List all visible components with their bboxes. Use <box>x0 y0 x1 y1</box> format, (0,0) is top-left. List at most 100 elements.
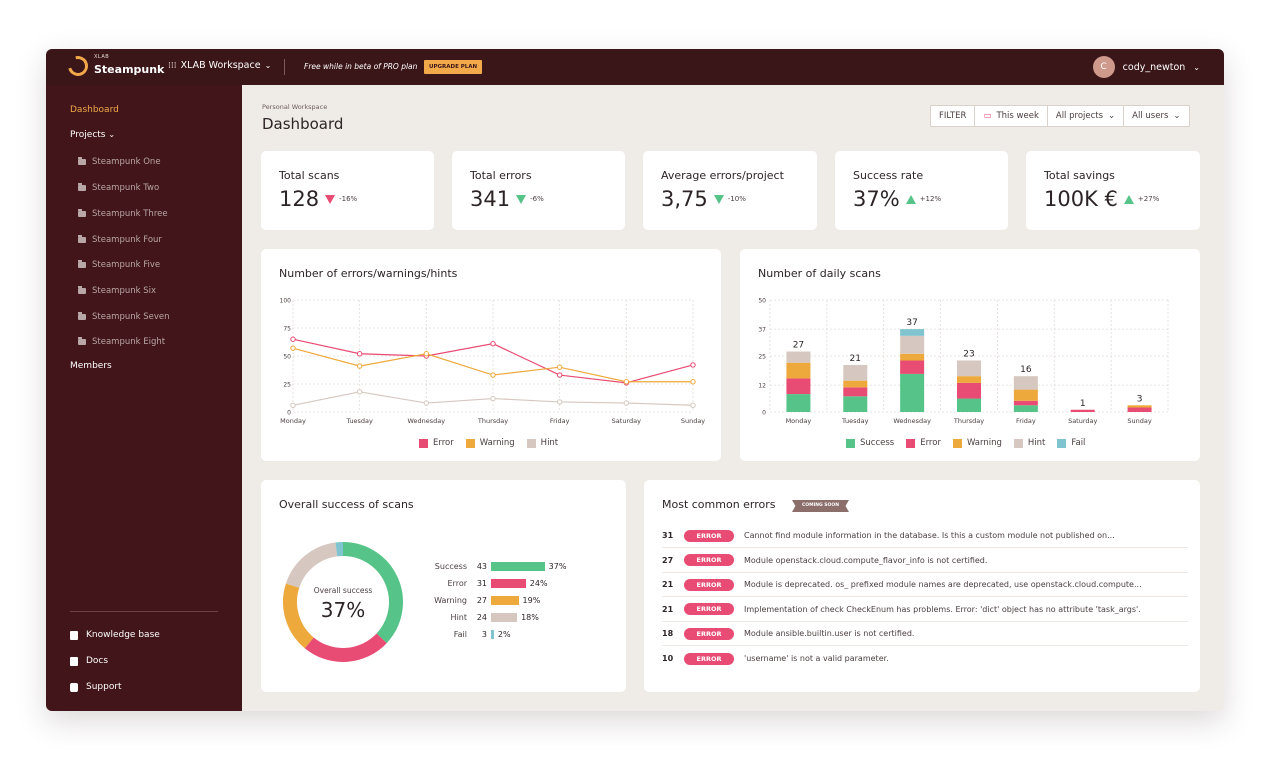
sidebar-item-members[interactable]: Members <box>70 361 112 371</box>
legend-swatch <box>906 438 916 448</box>
bar-segment-success <box>843 396 868 412</box>
error-row[interactable]: 18 ERROR Module ansible.builtin.user is no… <box>662 622 1188 646</box>
data-point-warning <box>623 379 630 385</box>
x-tick-label: Friday <box>550 417 570 425</box>
bar-total-label: 23 <box>963 349 974 359</box>
legend-label: Error <box>433 438 454 448</box>
legend-item[interactable]: Hint <box>1013 438 1046 448</box>
error-badge: ERROR <box>684 603 734 615</box>
data-point-error <box>490 340 496 347</box>
errors-line-chart-card: Number of errors/warnings/hints 0 25 50 75 1… <box>261 249 721 461</box>
sidebar-item-label: Support <box>86 682 122 692</box>
sidebar-project-item[interactable]: Steampunk Eight <box>78 337 165 347</box>
stat-delta: -6% <box>530 195 544 203</box>
steampunk-logo[interactable]: XLAB Steampunk <box>64 51 164 80</box>
folder-icon <box>78 312 86 320</box>
most-common-errors-card: Most common errors COMING SOON 31 ERROR Ca… <box>644 480 1200 692</box>
sidebar-item-docs[interactable]: Docs <box>70 656 108 666</box>
bar-segment-error <box>1013 400 1038 406</box>
legend-count: 24 <box>476 613 487 622</box>
data-point-warning <box>490 372 496 378</box>
chart-legend: Success Error Warning Hint Fail <box>846 438 1085 448</box>
folder-icon <box>78 337 86 345</box>
sidebar-item-knowledge-base[interactable]: Knowledge base <box>70 630 160 640</box>
stat-value: 3,75 <box>661 187 708 211</box>
stat-value: 341 <box>470 187 511 211</box>
bar-segment-hint <box>1013 376 1038 390</box>
projects-select[interactable]: All projects ⌄ <box>1048 106 1125 126</box>
error-row[interactable]: 10 ERROR 'username' is not a valid paramet… <box>662 647 1188 671</box>
project-label: Steampunk Seven <box>92 312 170 322</box>
legend-label: Success <box>434 562 467 571</box>
legend-label: Fail <box>1071 438 1086 448</box>
bar-segment-hint <box>843 364 868 381</box>
project-label: Steampunk Three <box>92 209 168 219</box>
date-range-select[interactable]: ▭ This week <box>975 106 1048 126</box>
legend-item[interactable]: Warning <box>465 438 515 448</box>
document-icon <box>70 656 78 666</box>
legend-label: Success <box>860 438 895 448</box>
data-point-hint <box>490 395 496 402</box>
sidebar-project-item[interactable]: Steampunk Six <box>78 286 156 296</box>
legend-swatch <box>526 438 536 448</box>
error-count: 18 <box>662 629 674 638</box>
legend-count: 31 <box>476 579 487 588</box>
breadcrumb[interactable]: Personal Workspace <box>262 103 328 111</box>
x-tick-label: Sunday <box>1127 417 1151 425</box>
x-tick-label: Monday <box>280 417 306 425</box>
legend-label: Hint <box>1027 438 1046 448</box>
upgrade-plan-button[interactable]: UPGRADE PLAN <box>424 60 483 74</box>
project-label: Steampunk Six <box>92 286 157 296</box>
error-row[interactable]: 21 ERROR Implementation of check CheckEnum… <box>662 598 1188 622</box>
username: cody_newton <box>1122 61 1186 73</box>
sidebar-project-item[interactable]: Steampunk One <box>78 157 161 167</box>
legend-count: 43 <box>476 562 487 571</box>
error-row[interactable]: 27 ERROR Module openstack.cloud.compute_fl… <box>662 549 1188 573</box>
filter-button[interactable]: FILTER <box>931 106 976 126</box>
legend-item[interactable]: Error <box>419 438 454 448</box>
legend-item[interactable]: Warning <box>952 438 1002 448</box>
sidebar-item-support[interactable]: Support <box>70 682 122 692</box>
donut-center-label: Overall success <box>313 586 373 595</box>
stat-value: 100K € <box>1044 187 1118 211</box>
error-badge: ERROR <box>684 578 734 591</box>
legend-percent: 19% <box>522 596 541 605</box>
user-menu[interactable]: C cody_newton ⌄ <box>1092 56 1200 78</box>
sidebar-project-item[interactable]: Steampunk Three <box>78 209 168 219</box>
sidebar-project-item[interactable]: Steampunk Seven <box>78 312 170 322</box>
stat-card-success-rate: Success rate 37% +12% <box>835 151 1008 230</box>
legend-item[interactable]: Fail <box>1057 438 1085 448</box>
stat-title: Total errors <box>470 169 532 182</box>
daily-scans-bar-chart-card: Number of daily scans 0 12 25 37 50 27 Monday 2… <box>740 249 1200 461</box>
error-count: 27 <box>662 555 674 565</box>
stat-value: 128 <box>279 187 320 211</box>
error-row[interactable]: 21 ERROR Module is deprecated. os_ prefixe… <box>662 573 1188 597</box>
donut-slice-error <box>304 633 387 662</box>
sidebar-item-dashboard[interactable]: Dashboard <box>70 105 119 115</box>
legend-item[interactable]: Success <box>846 438 894 448</box>
legend-label: Warning <box>479 438 515 448</box>
chart-title: Overall success of scans <box>279 498 414 511</box>
bar-segment-success <box>1013 405 1038 412</box>
error-badge: ERROR <box>684 627 734 640</box>
topbar-divider <box>284 59 285 75</box>
error-row[interactable]: 31 ERROR Cannot find module information in… <box>662 524 1188 548</box>
error-count: 21 <box>662 604 674 614</box>
users-select[interactable]: All users ⌄ <box>1124 106 1188 126</box>
legend-bar <box>491 613 518 622</box>
workspace-selector[interactable]: ⁞⁞⁞ XLAB Workspace ⌄ <box>168 60 271 71</box>
data-point-hint <box>356 389 363 395</box>
sidebar-project-item[interactable]: Steampunk Four <box>78 235 162 245</box>
stat-card-total-savings: Total savings 100K € +27% <box>1026 151 1200 230</box>
date-range-label: This week <box>996 111 1039 121</box>
data-point-error <box>690 362 696 368</box>
bar-total-label: 3 <box>1137 394 1143 404</box>
trend-down-icon <box>713 194 724 204</box>
legend-item[interactable]: Error <box>906 438 941 448</box>
legend-item[interactable]: Hint <box>526 438 558 448</box>
sidebar-item-label: Projects <box>70 130 106 140</box>
bar-total-label: 16 <box>1020 365 1032 375</box>
sidebar-project-item[interactable]: Steampunk Five <box>78 260 160 270</box>
sidebar-project-item[interactable]: Steampunk Two <box>78 183 159 193</box>
sidebar-item-projects[interactable]: Projects ⌄ <box>70 130 115 140</box>
